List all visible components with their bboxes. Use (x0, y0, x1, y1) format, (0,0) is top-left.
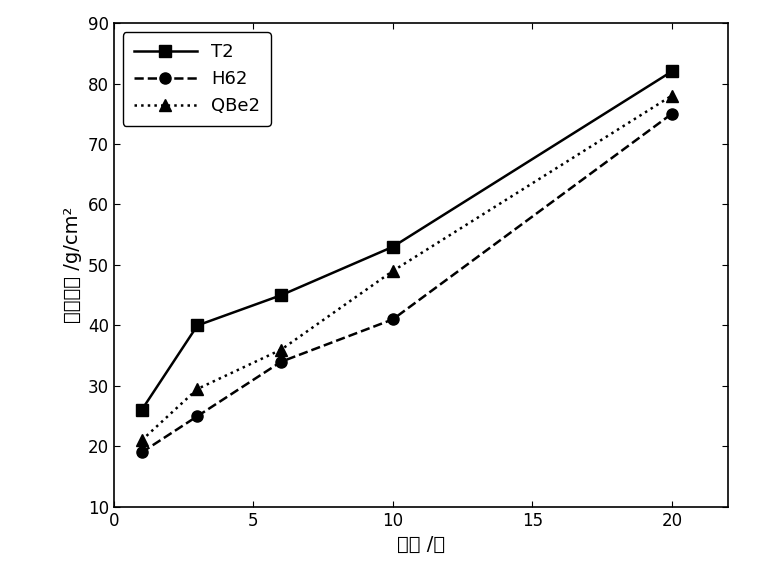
X-axis label: 时间 /年: 时间 /年 (396, 535, 445, 554)
QBe2 (667, 92, 676, 99)
T2 (193, 322, 202, 329)
T2 (388, 243, 397, 250)
Y-axis label: 腔㓀失重 /g/cm²: 腔㓀失重 /g/cm² (63, 207, 82, 323)
Line: T2: T2 (136, 66, 678, 416)
Legend: T2, H62, QBe2: T2, H62, QBe2 (123, 32, 271, 126)
H62 (277, 358, 286, 365)
H62 (388, 316, 397, 323)
QBe2 (388, 267, 397, 275)
QBe2 (193, 385, 202, 392)
H62 (137, 449, 146, 456)
T2 (277, 291, 286, 298)
Line: QBe2: QBe2 (136, 90, 678, 446)
QBe2 (277, 346, 286, 353)
T2 (137, 407, 146, 414)
H62 (667, 110, 676, 117)
H62 (193, 412, 202, 419)
QBe2 (137, 437, 146, 444)
Line: H62: H62 (136, 108, 678, 458)
T2 (667, 68, 676, 75)
